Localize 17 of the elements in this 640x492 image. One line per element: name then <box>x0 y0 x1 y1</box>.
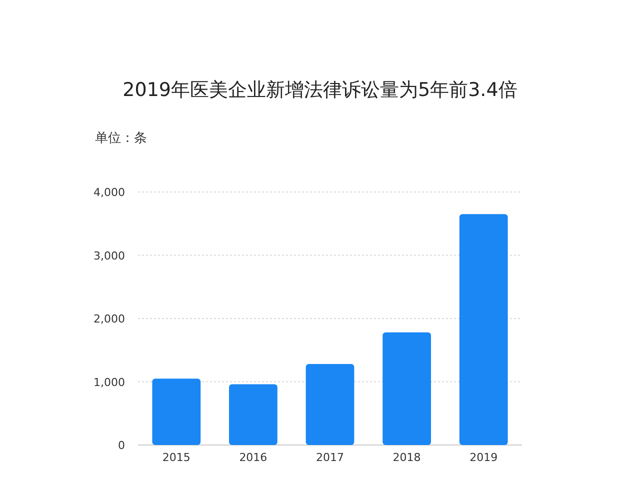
bar <box>152 378 201 445</box>
y-tick-label: 1,000 <box>94 376 125 389</box>
x-tick-label: 2015 <box>162 451 190 464</box>
y-axis-title: 单位：条 <box>95 131 147 146</box>
bar <box>229 384 278 445</box>
bar <box>459 214 508 445</box>
x-tick-label: 2016 <box>239 451 268 464</box>
x-tick-label: 2018 <box>392 451 421 464</box>
y-tick-label: 4,000 <box>94 186 125 199</box>
y-tick-label: 0 <box>118 439 125 452</box>
y-tick-label: 2,000 <box>94 312 125 326</box>
bar <box>306 364 354 445</box>
y-tick-label: 3,000 <box>94 249 125 262</box>
x-tick-label: 2017 <box>316 451 344 464</box>
chart-title: 2019年医美企业新增法律诉讼量为5年前3.4倍 <box>122 79 518 101</box>
bar <box>382 332 431 445</box>
x-tick-label: 2019 <box>470 451 498 464</box>
